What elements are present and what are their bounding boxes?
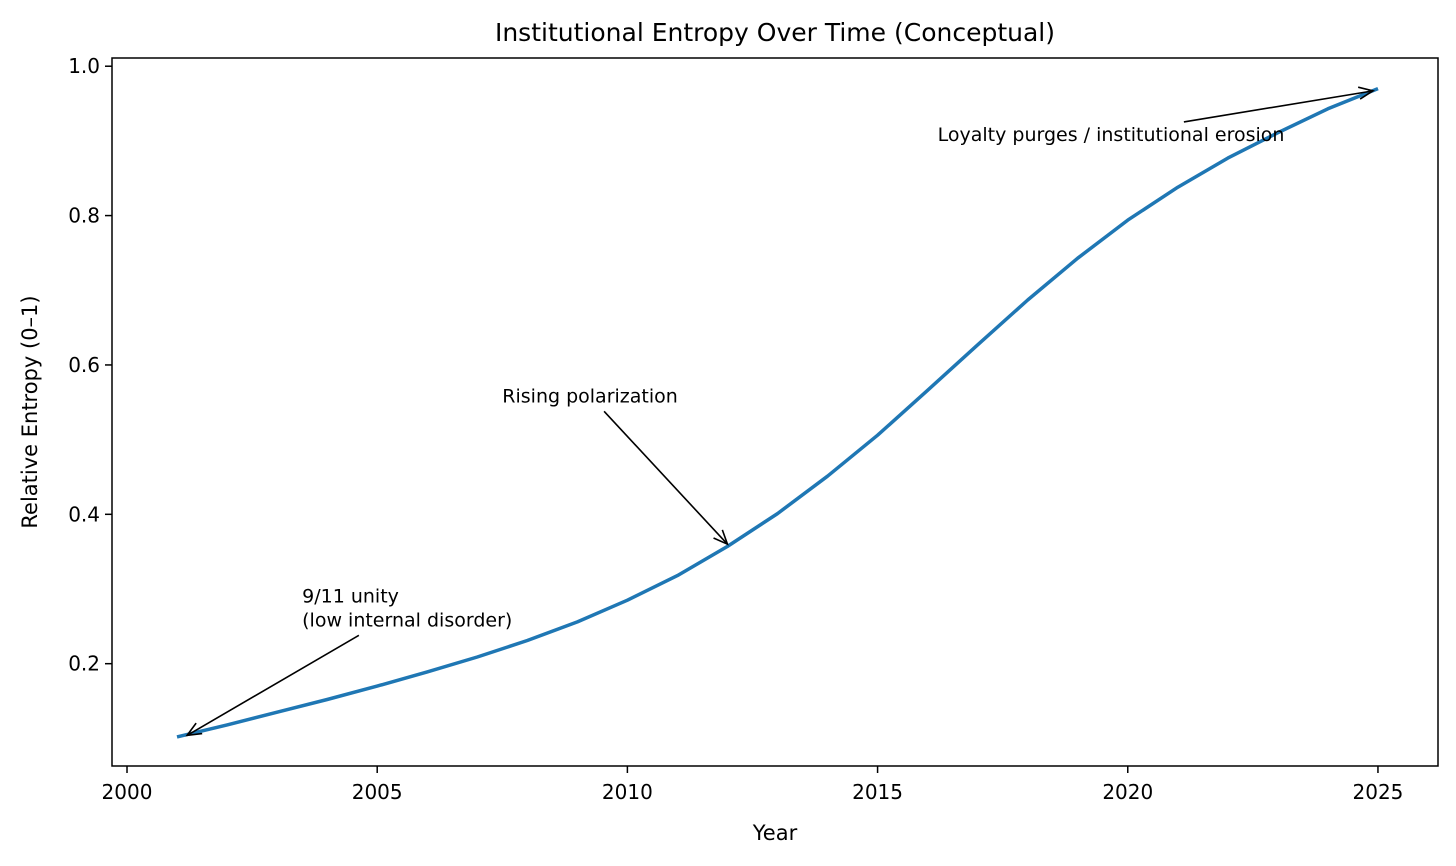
y-tick-label: 0.2 <box>68 652 100 676</box>
plot-area <box>112 58 1438 766</box>
x-tick-label: 2020 <box>1102 780 1153 804</box>
plot-frame <box>111 57 1439 767</box>
annotation-arrowhead <box>185 722 203 737</box>
annotation-text: Rising polarization <box>502 385 678 407</box>
annotation-text: 9/11 unity (low internal disorder) <box>302 585 512 631</box>
y-axis-ticks: 0.2 0.4 0.6 0.8 1.0 <box>68 54 112 676</box>
annotation-arrowhead <box>713 529 729 546</box>
y-tick-label: 0.8 <box>68 204 100 228</box>
x-axis-ticks: 2000 2005 2010 2015 2020 2025 <box>102 766 1404 804</box>
x-axis-label: Year <box>752 821 798 845</box>
annotation-text: Loyalty purges / institutional erosion <box>938 124 1285 146</box>
annotation-arrow <box>186 634 360 737</box>
x-tick-label: 2005 <box>352 780 403 804</box>
y-tick-label: 1.0 <box>68 54 100 78</box>
x-tick-label: 2010 <box>602 780 653 804</box>
annotation-arrow <box>1183 90 1374 123</box>
y-tick-label: 0.6 <box>68 353 100 377</box>
entropy-series-line <box>176 86 1379 739</box>
y-tick-label: 0.4 <box>68 502 100 526</box>
y-axis-label: Relative Entropy (0–1) <box>18 295 42 528</box>
x-tick-label: 2000 <box>102 780 153 804</box>
annotation-arrow <box>603 410 729 545</box>
annotation-arrowhead <box>1357 86 1375 100</box>
x-tick-label: 2025 <box>1353 780 1404 804</box>
x-tick-label: 2015 <box>852 780 903 804</box>
chart-title: Institutional Entropy Over Time (Concept… <box>495 18 1055 47</box>
annotations: 9/11 unity (low internal disorder) Rising … <box>185 86 1375 737</box>
